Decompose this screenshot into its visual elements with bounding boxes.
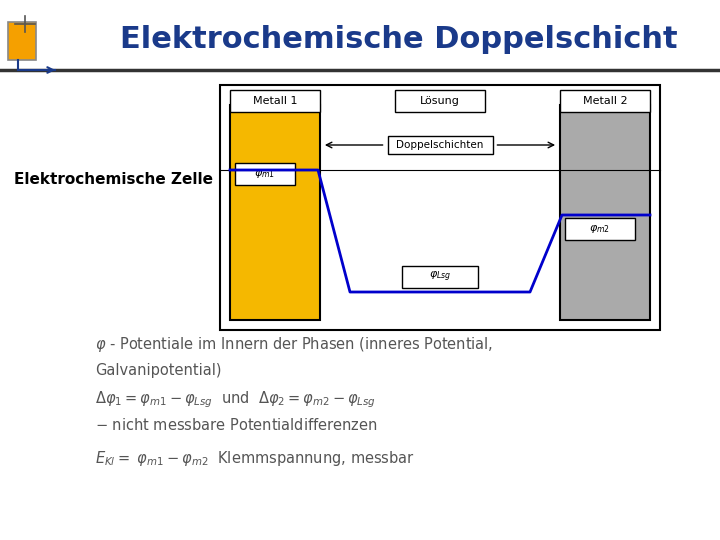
Text: $E_{Kl} = \ \varphi_{m1} - \varphi_{m2}$  Klemmspannung, messbar: $E_{Kl} = \ \varphi_{m1} - \varphi_{m2}$…	[95, 449, 415, 468]
Text: Lösung: Lösung	[420, 96, 460, 106]
Text: Elektrochemische Doppelschicht: Elektrochemische Doppelschicht	[120, 25, 678, 55]
FancyBboxPatch shape	[565, 218, 635, 240]
Text: Metall 2: Metall 2	[582, 96, 627, 106]
FancyBboxPatch shape	[230, 90, 320, 112]
FancyBboxPatch shape	[402, 266, 478, 288]
Text: $\varphi_{m1}$: $\varphi_{m1}$	[254, 168, 276, 180]
FancyBboxPatch shape	[220, 85, 660, 330]
Text: $-$ nicht messbare Potentialdifferenzen: $-$ nicht messbare Potentialdifferenzen	[95, 417, 377, 433]
Text: Metall 1: Metall 1	[253, 96, 297, 106]
FancyBboxPatch shape	[387, 136, 492, 154]
Text: $\varphi$ - Potentiale im Innern der Phasen (inneres Potential,: $\varphi$ - Potentiale im Innern der Pha…	[95, 335, 493, 354]
FancyBboxPatch shape	[8, 22, 36, 60]
FancyBboxPatch shape	[235, 163, 295, 185]
Text: $\Delta\varphi_1 = \varphi_{m1} - \varphi_{Lsg}$  und  $\Delta\varphi_2 = \varph: $\Delta\varphi_1 = \varphi_{m1} - \varph…	[95, 390, 376, 410]
Text: Elektrochemische Zelle: Elektrochemische Zelle	[14, 172, 213, 187]
Text: $\varphi_{Lsg}$: $\varphi_{Lsg}$	[429, 270, 451, 284]
Text: Galvanipotential): Galvanipotential)	[95, 362, 222, 377]
FancyBboxPatch shape	[560, 105, 650, 320]
FancyBboxPatch shape	[395, 90, 485, 112]
FancyBboxPatch shape	[560, 90, 650, 112]
Text: Doppelschichten: Doppelschichten	[396, 140, 484, 150]
FancyBboxPatch shape	[230, 105, 320, 320]
Text: $\varphi_{m2}$: $\varphi_{m2}$	[590, 223, 611, 235]
